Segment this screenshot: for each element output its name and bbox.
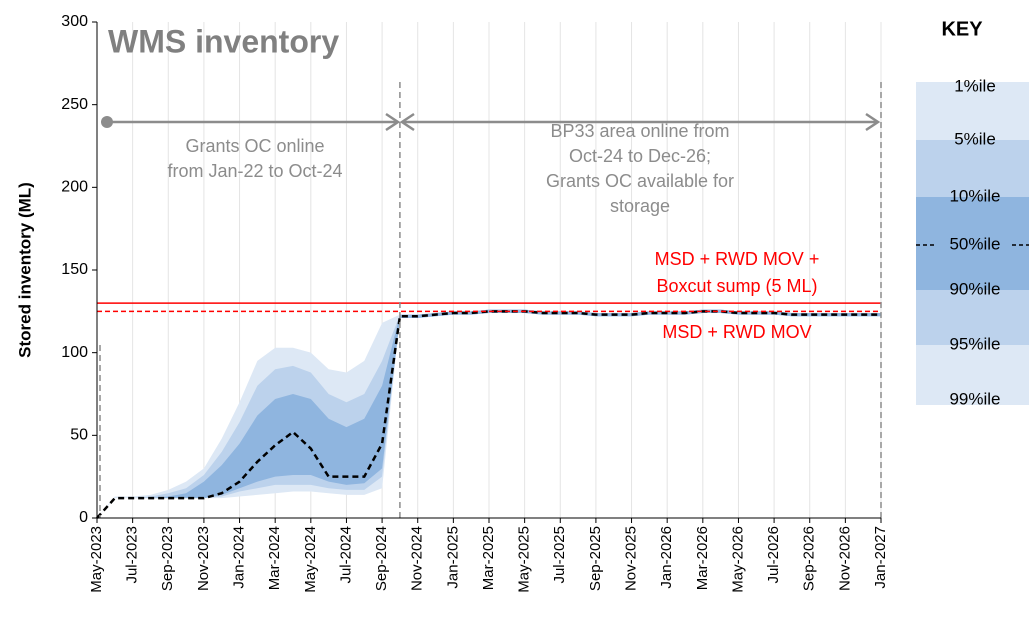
x-tick-label: Sep-2023 — [159, 526, 176, 591]
reference-label: Boxcut sump (5 ML) — [656, 276, 817, 296]
legend-swatch — [916, 345, 1029, 405]
legend-label: 99%ile — [949, 389, 1000, 408]
x-tick-label: Nov-2024 — [409, 526, 426, 591]
y-tick-label: 200 — [61, 179, 88, 196]
median-line — [96, 310, 881, 519]
y-axis-label: Stored inventory (ML) — [15, 182, 34, 358]
reference-label: MSD + RWD MOV — [662, 322, 811, 342]
arrow-head — [865, 112, 881, 132]
legend-label: 95%ile — [949, 334, 1000, 353]
y-tick-label: 0 — [79, 509, 88, 526]
legend-title: KEY — [941, 18, 983, 40]
x-tick-label: Sep-2026 — [801, 526, 818, 591]
legend-swatch — [916, 290, 1029, 345]
legend-swatch — [916, 245, 1029, 290]
legend-label: 50%ile — [949, 234, 1000, 253]
x-tick-label: Jan-2026 — [658, 526, 675, 589]
x-tick-label: Nov-2025 — [623, 526, 640, 591]
annotation: from Jan-22 to Oct-24 — [167, 161, 342, 181]
legend-swatch — [916, 197, 1029, 245]
x-tick-label: Nov-2023 — [195, 526, 212, 591]
legend-label: 10%ile — [949, 186, 1000, 205]
legend-label: 5%ile — [954, 129, 996, 148]
x-tick-label: May-2023 — [88, 526, 105, 593]
annotation: storage — [610, 196, 670, 216]
x-tick-label: May-2024 — [302, 526, 319, 593]
x-tick-label: Mar-2025 — [480, 526, 497, 590]
legend-swatch — [916, 82, 1029, 140]
annotation: Grants OC available for — [546, 171, 734, 191]
annotation: Oct-24 to Dec-26; — [569, 146, 711, 166]
y-tick-label: 250 — [61, 96, 88, 113]
x-tick-label: May-2026 — [729, 526, 746, 593]
x-tick-label: Jan-2024 — [231, 526, 248, 589]
y-tick-label: 50 — [70, 427, 88, 444]
y-tick-label: 300 — [61, 13, 88, 30]
x-tick-label: Jul-2023 — [124, 526, 141, 584]
x-tick-label: Jul-2024 — [337, 526, 354, 584]
x-tick-label: Nov-2026 — [836, 526, 853, 591]
x-tick-label: Mar-2024 — [266, 526, 283, 590]
x-tick-label: Sep-2024 — [373, 526, 390, 591]
y-tick-label: 100 — [61, 344, 88, 361]
reference-label: MSD + RWD MOV + — [655, 249, 820, 269]
y-tick-label: 150 — [61, 261, 88, 278]
x-tick-label: Jul-2026 — [765, 526, 782, 584]
x-tick-label: Jan-2027 — [872, 526, 889, 589]
annotation: Grants OC online — [185, 136, 324, 156]
legend-swatch — [916, 140, 1029, 197]
arrow-head — [399, 112, 415, 132]
x-tick-label: Sep-2025 — [587, 526, 604, 591]
x-tick-label: Jul-2025 — [551, 526, 568, 584]
x-tick-label: May-2025 — [516, 526, 533, 593]
legend-label: 1%ile — [954, 76, 996, 95]
arrow-head — [385, 112, 401, 132]
annotation: BP33 area online from — [550, 121, 729, 141]
x-tick-label: Jan-2025 — [444, 526, 461, 589]
percentile-band — [97, 309, 881, 518]
x-tick-label: Mar-2026 — [694, 526, 711, 590]
legend-label: 90%ile — [949, 279, 1000, 298]
chart-title: WMS inventory — [108, 23, 339, 59]
